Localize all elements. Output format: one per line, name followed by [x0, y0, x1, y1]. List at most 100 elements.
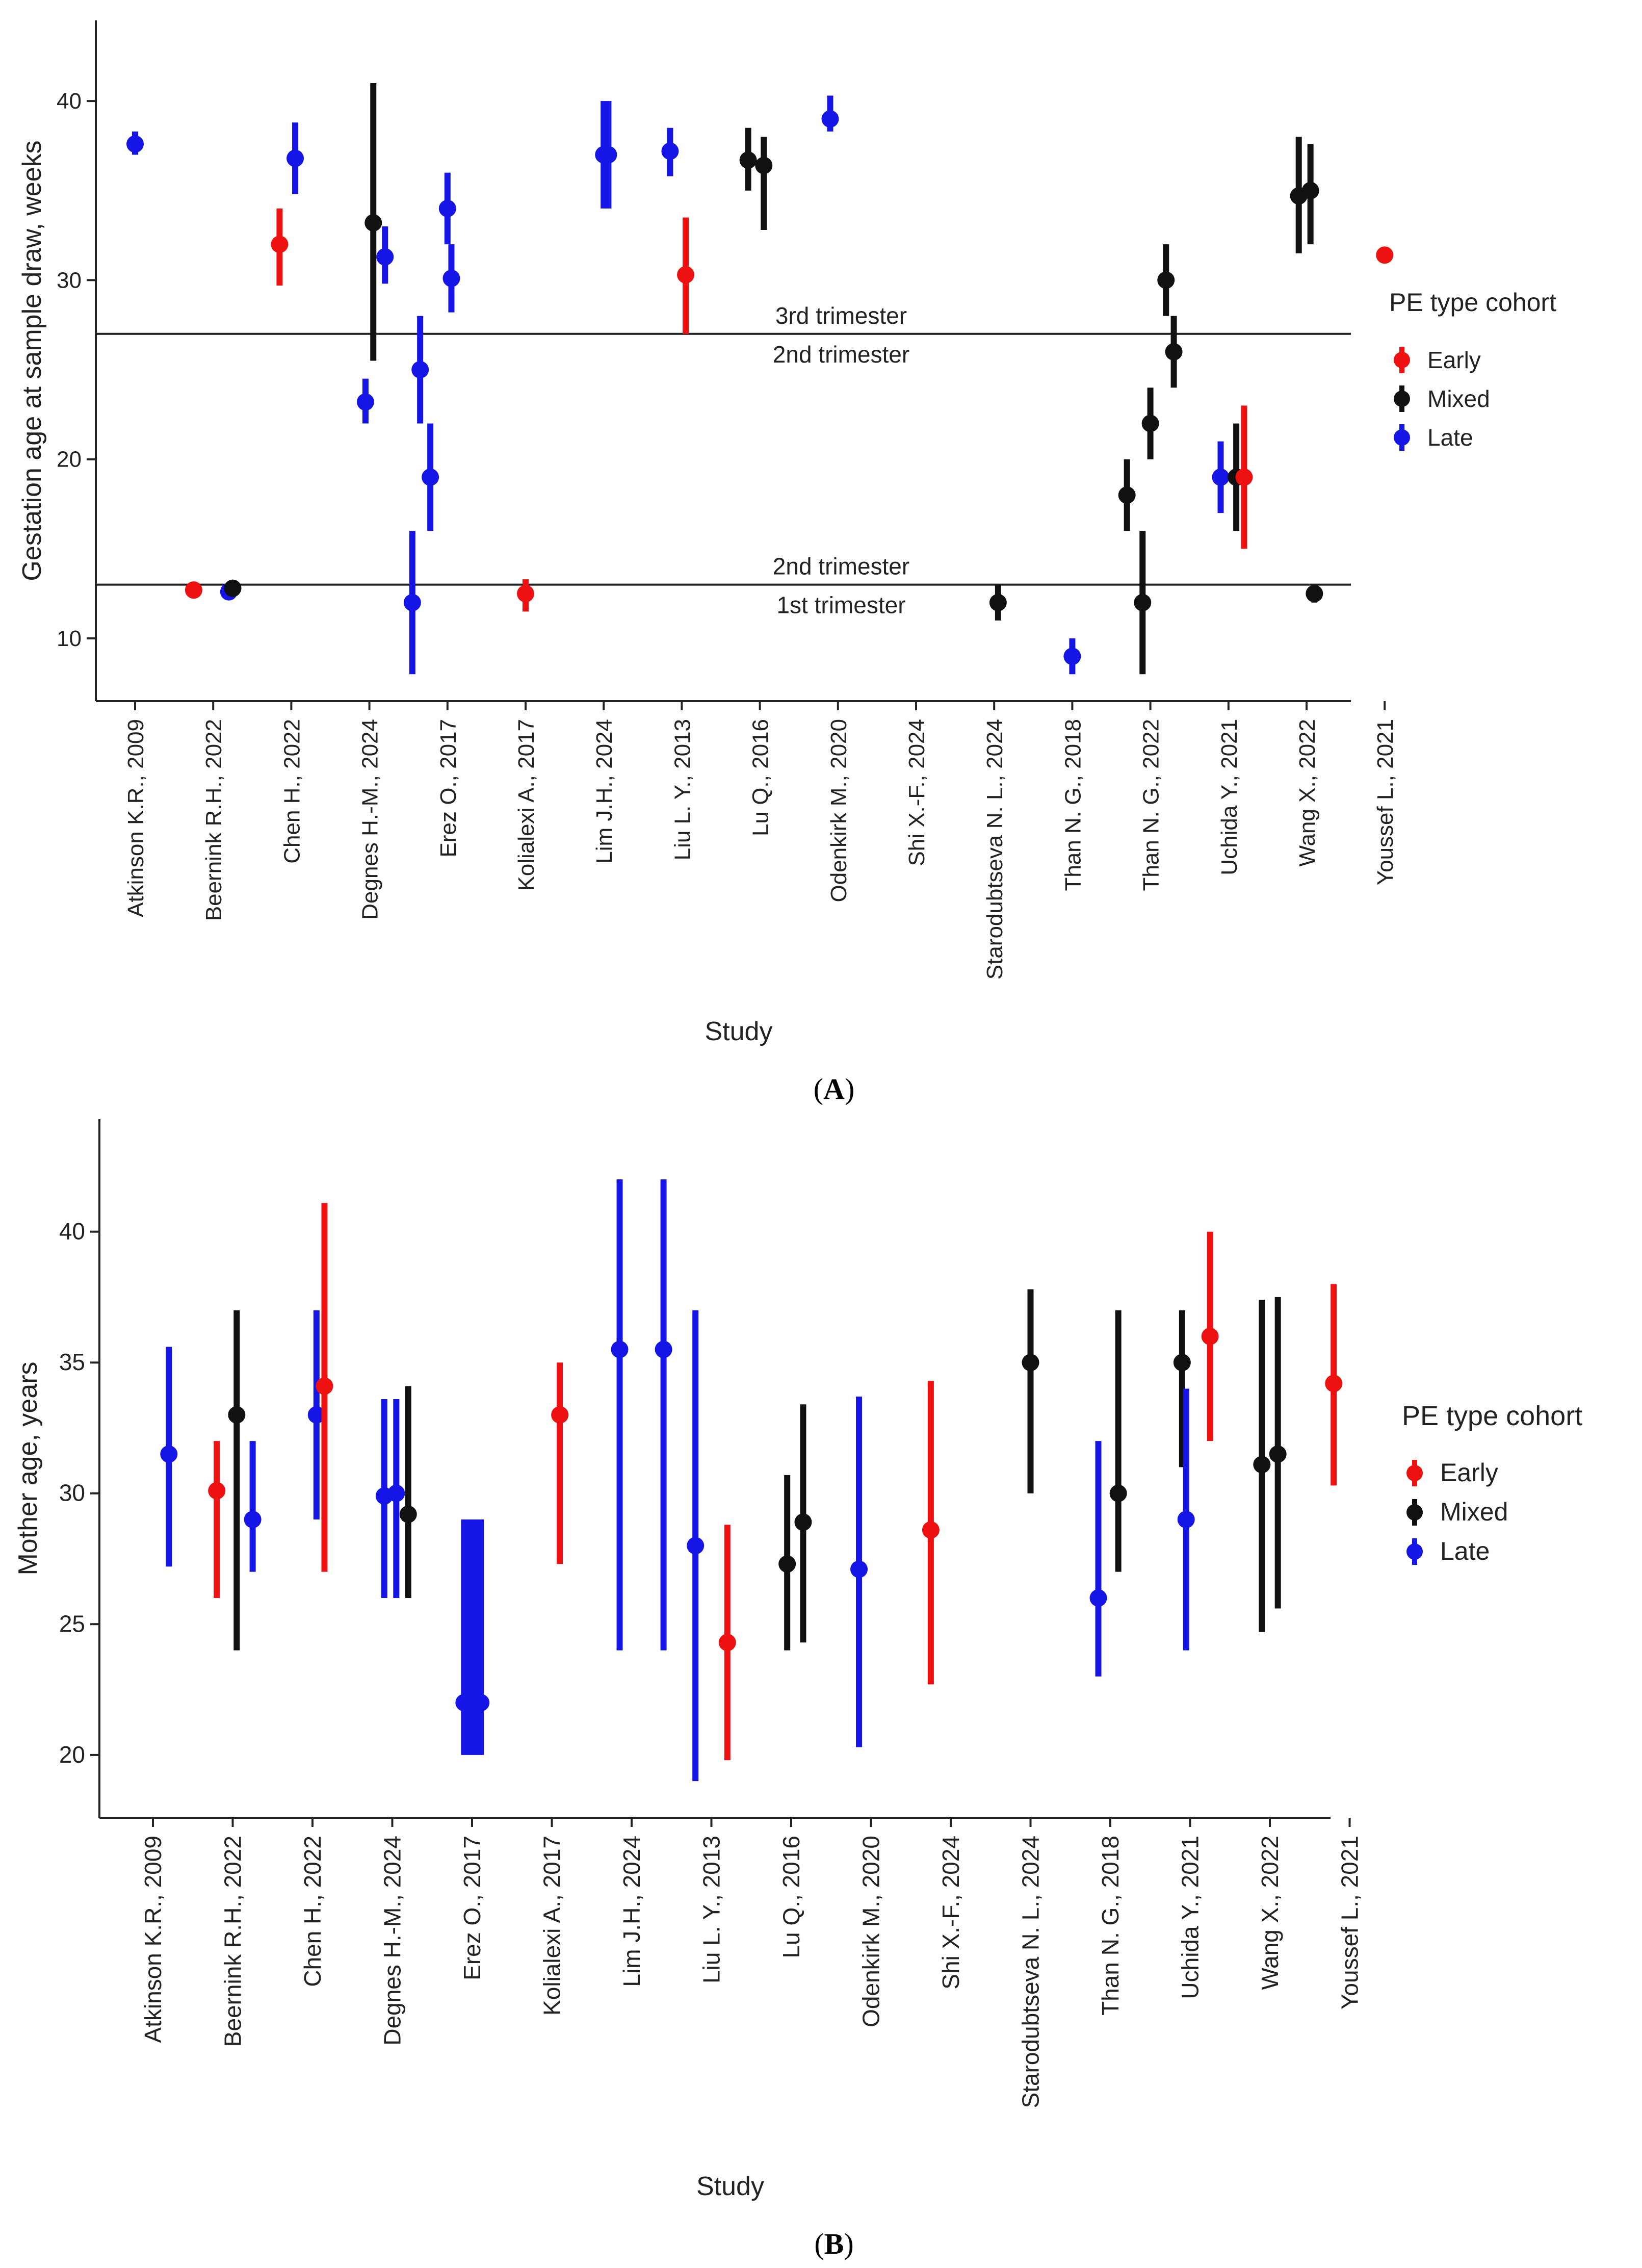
data-point-a-14 [517, 585, 534, 603]
legend-key-dot-mixed [1406, 1504, 1423, 1520]
x-tick-label-6: Lim J.H., 2024 [618, 1836, 645, 1987]
data-point-b-12 [472, 1694, 490, 1712]
data-point-b-3 [244, 1511, 262, 1529]
reference-label-above-0: 3rd trimester [775, 302, 907, 329]
data-point-a-31 [1235, 468, 1253, 486]
data-point-a-9 [403, 594, 421, 611]
data-point-a-35 [1376, 246, 1394, 264]
legend-title: PE type cohort [1389, 288, 1556, 317]
data-point-b-14 [611, 1341, 629, 1358]
reference-label-above-1: 2nd trimester [773, 553, 909, 580]
data-point-b-4 [307, 1406, 325, 1424]
legend-label-mixed: Mixed [1427, 385, 1490, 412]
data-point-a-13 [442, 269, 460, 287]
x-tick-label-7: Liu L. Y., 2013 [698, 1836, 725, 1983]
x-tick-label-12: Than N. G., 2018 [1097, 1836, 1124, 2016]
data-point-b-7 [387, 1484, 405, 1502]
x-tick-label-13: Uchida Y., 2021 [1177, 1836, 1204, 1999]
x-tick-label-5: Kolialexi A., 2017 [514, 719, 539, 891]
x-tick-label-9: Odenkirk M., 2020 [826, 719, 851, 903]
y-tick-label-35: 35 [59, 1349, 85, 1375]
x-tick-label-2: Chen H., 2022 [299, 1836, 326, 1987]
x-tick-label-15: Wang X., 2022 [1295, 719, 1320, 866]
y-axis-title: Gestation age at sample draw, weeks [17, 140, 47, 581]
data-point-b-30 [1325, 1375, 1343, 1393]
y-tick-label-20: 20 [59, 1741, 85, 1768]
data-point-a-16 [600, 146, 617, 164]
data-point-a-4 [271, 236, 289, 253]
data-point-a-22 [989, 594, 1007, 611]
data-point-a-29 [1212, 468, 1230, 486]
data-point-a-0 [126, 135, 144, 153]
data-point-a-25 [1134, 594, 1152, 611]
reference-label-below-0: 2nd trimester [773, 341, 909, 368]
data-point-a-3 [224, 579, 242, 597]
data-point-a-17 [661, 142, 679, 160]
panel-a-letter: A [823, 1072, 845, 1105]
x-tick-label-10: Shi X.-F., 2024 [904, 719, 929, 866]
x-tick-label-2: Chen H., 2022 [279, 719, 304, 864]
legend-key-dot-early [1406, 1465, 1423, 1481]
data-point-b-13 [551, 1406, 569, 1424]
x-tick-label-11: Starodubtseva N. L., 2024 [1018, 1836, 1044, 2108]
data-point-a-5 [286, 149, 304, 167]
data-point-b-28 [1253, 1456, 1271, 1474]
x-tick-label-9: Odenkirk M., 2020 [858, 1836, 884, 2027]
x-tick-label-14: Uchida Y., 2021 [1217, 719, 1242, 875]
data-point-a-33 [1301, 182, 1319, 199]
data-point-a-6 [356, 393, 374, 411]
data-point-a-18 [677, 266, 695, 284]
x-tick-label-1: Beernink R.H., 2022 [201, 719, 226, 921]
data-point-a-7 [364, 214, 382, 231]
y-tick-label-10: 10 [57, 626, 82, 651]
data-point-b-16 [687, 1537, 705, 1555]
y-tick-label-25: 25 [59, 1610, 85, 1637]
legend-label-late: Late [1427, 424, 1473, 451]
x-tick-label-12: Than N. G., 2018 [1060, 719, 1085, 891]
data-point-a-24 [1118, 486, 1136, 504]
legend-key-dot-late [1406, 1543, 1423, 1560]
x-tick-label-5: Kolialexi A., 2017 [539, 1836, 565, 2016]
x-tick-label-0: Atkinson K.R., 2009 [123, 719, 148, 917]
x-tick-label-0: Atkinson K.R., 2009 [140, 1836, 166, 2043]
x-tick-label-4: Erez O., 2017 [436, 719, 461, 857]
x-tick-label-11: Starodubtseva N. L., 2024 [982, 719, 1007, 980]
data-point-a-11 [422, 468, 439, 486]
data-point-b-20 [850, 1560, 868, 1578]
data-point-a-19 [739, 151, 757, 169]
data-point-b-26 [1177, 1511, 1195, 1529]
data-point-b-21 [922, 1521, 940, 1539]
x-axis-title: Study [705, 1017, 773, 1046]
data-point-a-1 [185, 581, 202, 599]
x-tick-label-15: Youssef L., 2021 [1337, 1836, 1363, 2009]
data-point-a-12 [438, 199, 456, 217]
data-point-b-0 [160, 1445, 178, 1463]
y-tick-label-40: 40 [57, 89, 82, 114]
y-tick-label-30: 30 [59, 1480, 85, 1506]
data-point-b-17 [718, 1634, 736, 1652]
panel-a-caption: (A) [814, 1072, 855, 1105]
legend-title: PE type cohort [1402, 1401, 1582, 1431]
data-point-b-1 [208, 1482, 226, 1500]
data-point-b-24 [1109, 1484, 1127, 1502]
y-axis-title: Mother age, years [13, 1361, 43, 1575]
x-tick-label-10: Shi X.-F., 2024 [937, 1836, 964, 1990]
legend-label-early: Early [1427, 347, 1481, 373]
reference-label-below-1: 1st trimester [776, 592, 905, 618]
x-tick-label-3: Degnes H.-M., 2024 [379, 1836, 406, 2046]
data-point-a-26 [1141, 415, 1159, 432]
data-point-a-23 [1063, 648, 1081, 665]
x-tick-label-4: Erez O., 2017 [459, 1836, 485, 1980]
x-tick-label-8: Lu Q., 2016 [748, 719, 773, 836]
data-point-a-28 [1165, 343, 1183, 360]
panel-a: 10 20 30 40 Atkinson K.R., 2009 Beernink R.H.… [17, 20, 1556, 1046]
data-point-b-18 [778, 1555, 796, 1573]
panel-b: 20 25 30 35 40 Atkinson K.R., 2009 Beernink R.… [13, 1119, 1582, 2201]
legend-label-mixed: Mixed [1440, 1498, 1508, 1526]
data-point-b-8 [399, 1505, 417, 1523]
y-tick-label-20: 20 [57, 447, 82, 472]
data-point-a-34 [1306, 585, 1323, 603]
data-point-b-29 [1269, 1445, 1287, 1463]
legend-key-dot-mixed [1394, 391, 1410, 407]
